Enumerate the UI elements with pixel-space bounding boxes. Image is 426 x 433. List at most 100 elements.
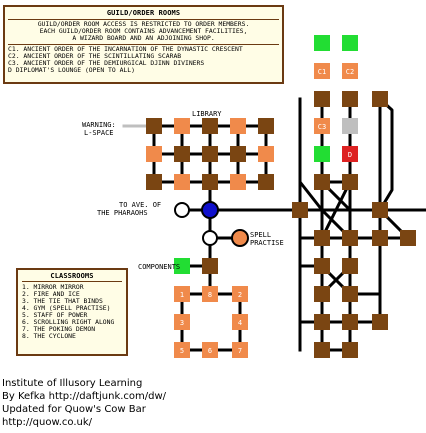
east-wing-room bbox=[314, 286, 330, 302]
classroom-entry: 5. STAFF OF POWER bbox=[22, 311, 88, 319]
classroom-room bbox=[174, 286, 190, 302]
guild-code-c1: C1 bbox=[318, 68, 326, 76]
you-are-here-node bbox=[201, 201, 219, 219]
guild-legend-title: GUILD/ORDER ROOMS bbox=[106, 9, 181, 17]
classroom-number: 5 bbox=[180, 347, 184, 355]
library-room bbox=[146, 174, 162, 190]
library-room bbox=[174, 118, 190, 134]
classroom-entry: 4. GYM (SPELL PRACTISE) bbox=[22, 304, 111, 312]
classroom-number: 4 bbox=[238, 319, 242, 327]
classrooms-legend: CLASSROOMS 1. MIRROR MIRROR 2. FIRE AND … bbox=[16, 268, 128, 356]
east-wing-room bbox=[342, 314, 358, 330]
east-wing-room bbox=[342, 342, 358, 358]
corridor-room bbox=[202, 258, 218, 274]
map-path bbox=[319, 179, 353, 241]
guild-code-c2: C2 bbox=[346, 68, 354, 76]
classrooms-legend-title: CLASSROOMS bbox=[50, 272, 94, 280]
classroom-room bbox=[232, 314, 248, 330]
guild-legend-intro-line: A WIZARD BOARD AND AN ADJOINING SHOP. bbox=[72, 34, 215, 42]
library-room bbox=[230, 146, 246, 162]
classroom-entry: 1. MIRROR MIRROR bbox=[22, 283, 84, 291]
spell-practise-label: PRACTISE bbox=[250, 239, 284, 247]
library-room bbox=[146, 118, 162, 134]
classroom-entry: 6. SCROLLING RIGHT ALONG bbox=[22, 318, 115, 326]
credits-update: Updated for Quow's Cow Bar bbox=[2, 404, 146, 415]
guild-entrance-room bbox=[314, 146, 330, 162]
library-room bbox=[202, 146, 218, 162]
east-wing-room bbox=[342, 230, 358, 246]
classroom-room bbox=[174, 342, 190, 358]
components-label: COMPONENTS bbox=[138, 263, 181, 271]
east-wing-room bbox=[342, 174, 358, 190]
library-room bbox=[258, 174, 274, 190]
classroom-room bbox=[174, 314, 190, 330]
library-room bbox=[146, 146, 162, 162]
classroom-entry: 8. THE CYCLONE bbox=[22, 332, 76, 340]
guild-room-entry: D DIPLOMAT'S LOUNGE (OPEN TO ALL) bbox=[8, 66, 135, 74]
credits-title: Institute of Illusory Learning bbox=[2, 378, 143, 389]
east-wing-room bbox=[314, 230, 330, 246]
guild-code-d: D bbox=[348, 151, 352, 159]
to-avenue-label: TO AVE. OF bbox=[119, 201, 162, 209]
east-wing-room bbox=[372, 314, 388, 330]
legend-divider bbox=[8, 19, 279, 20]
guild-room bbox=[314, 91, 330, 107]
library-room bbox=[174, 174, 190, 190]
library-room bbox=[202, 174, 218, 190]
classroom-room bbox=[232, 286, 248, 302]
guild-room-c2 bbox=[342, 63, 358, 79]
east-wing-room bbox=[400, 230, 416, 246]
guild-room bbox=[342, 118, 358, 134]
guild-room-entry: C1. ANCIENT ORDER OF THE INCARNATION OF … bbox=[8, 45, 243, 53]
to-avenue-label: THE PHARAOHS bbox=[97, 209, 148, 217]
library-room bbox=[258, 146, 274, 162]
library-room bbox=[202, 118, 218, 134]
library-room bbox=[174, 146, 190, 162]
classroom-number: 8 bbox=[208, 291, 212, 299]
classroom-number: 1 bbox=[180, 291, 184, 299]
lspace-label: L-SPACE bbox=[84, 129, 114, 137]
map-path bbox=[298, 181, 324, 211]
east-wing-room bbox=[292, 202, 308, 218]
credits-url: http://quow.co.uk/ bbox=[2, 417, 92, 428]
classroom-room bbox=[202, 286, 218, 302]
guild-room-entry: C3. ANCIENT ORDER OF THE DEMIURGICAL DJI… bbox=[8, 59, 205, 67]
spell-practise-label: SPELL bbox=[250, 231, 272, 239]
east-wing-room bbox=[372, 202, 388, 218]
junction-node bbox=[202, 230, 218, 246]
guild-entrance-room bbox=[342, 35, 358, 51]
guild-room-entry: C2. ANCIENT ORDER OF THE SCINTILLATING S… bbox=[8, 52, 182, 60]
classroom-entry: 3. THE TIE THAT BINDS bbox=[22, 297, 103, 305]
map-room-labels: 1 2 3 4 5 6 7 8 C1 C2 C3 D bbox=[180, 68, 354, 355]
east-wing-room bbox=[342, 286, 358, 302]
classroom-room bbox=[202, 342, 218, 358]
east-wing-room bbox=[314, 174, 330, 190]
legend-divider bbox=[8, 44, 279, 45]
guild-room bbox=[342, 91, 358, 107]
east-wing-room bbox=[372, 230, 388, 246]
classroom-number: 2 bbox=[238, 291, 242, 299]
library-room bbox=[230, 118, 246, 134]
spell-practise-node bbox=[231, 229, 249, 247]
guild-legend-intro-line: GUILD/ORDER ROOM ACCESS IS RESTRICTED TO… bbox=[37, 20, 250, 28]
classroom-number: 6 bbox=[208, 347, 212, 355]
diplomats-lounge-room bbox=[342, 146, 358, 162]
map-rooms bbox=[146, 35, 416, 358]
classroom-number: 7 bbox=[238, 347, 242, 355]
east-wing-room bbox=[314, 342, 330, 358]
components-room bbox=[174, 258, 190, 274]
guild-room-c3 bbox=[314, 118, 330, 134]
library-room bbox=[258, 118, 274, 134]
classroom-entry: 7. THE POKING DEMON bbox=[22, 325, 96, 333]
corridor-room bbox=[372, 91, 388, 107]
warning-label: WARNING: bbox=[82, 121, 116, 129]
east-wing-room bbox=[314, 258, 330, 274]
map-path bbox=[378, 97, 394, 211]
guild-room-c1 bbox=[314, 63, 330, 79]
guild-rooms-legend: GUILD/ORDER ROOMS GUILD/ORDER ROOM ACCES… bbox=[3, 5, 284, 84]
map-paths bbox=[122, 97, 426, 352]
library-room bbox=[230, 174, 246, 190]
credits-author: By Kefka http://daftjunk.com/dw/ bbox=[2, 391, 167, 402]
